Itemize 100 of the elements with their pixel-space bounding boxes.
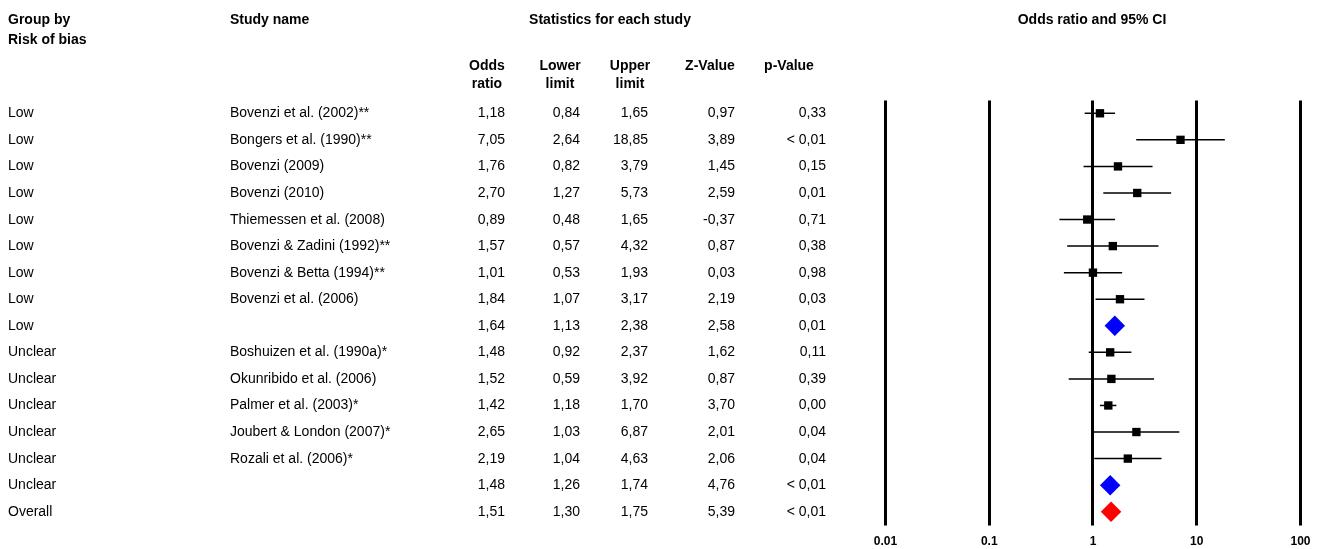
text: 2,19: [477, 449, 506, 466]
text: 2,06: [707, 449, 736, 466]
point: [1100, 501, 1122, 522]
text: 1,30: [552, 502, 581, 519]
text: 1,74: [620, 476, 649, 493]
category-label: Group by: [8, 11, 71, 27]
text: 0,00: [798, 396, 827, 413]
text: 1,70: [620, 396, 649, 413]
x-tick-label: 1: [1089, 533, 1097, 548]
text: Unclear: [8, 423, 57, 440]
category-label: Bovenzi & Betta (1994)**: [230, 263, 385, 280]
text: 1,26: [552, 476, 581, 493]
text: 1,62: [707, 343, 736, 360]
text: 3,89: [707, 130, 736, 147]
text: 1,76: [477, 157, 506, 174]
text: 1,57: [477, 237, 506, 254]
text: 0,84: [552, 104, 581, 121]
text: < 0,01: [786, 476, 827, 493]
text: 0,11: [799, 343, 827, 360]
text: 2,37: [620, 343, 649, 360]
text: 1,18: [552, 396, 581, 413]
text: 5,39: [707, 502, 736, 519]
category-label: Z-Value: [685, 57, 736, 73]
point: [1113, 162, 1123, 171]
text: Low: [8, 104, 35, 121]
text: 0,98: [798, 263, 827, 280]
category-label: Palmer et al. (2003)*: [230, 396, 359, 413]
point: [1115, 295, 1125, 304]
text: 2,65: [477, 423, 506, 440]
text: 0,82: [552, 157, 581, 174]
category-label: Upper limit: [609, 57, 651, 91]
text: 0,48: [552, 210, 581, 227]
text: 4,63: [620, 449, 649, 466]
category-label: Bovenzi et al. (2006): [230, 290, 359, 307]
category-label: Bongers et al. (1990)**: [230, 130, 372, 147]
point: [1104, 315, 1126, 337]
text: 3,17: [620, 290, 649, 307]
text: -0,37: [703, 210, 736, 227]
chart-title: Odds ratio and 95% CI: [1017, 11, 1167, 27]
text: 1,48: [477, 343, 506, 360]
x-tick-label: 0.1: [980, 533, 998, 548]
text: 0,04: [798, 449, 827, 466]
text: 1,13: [552, 316, 581, 333]
category-label: Rozali et al. (2006)*: [230, 449, 353, 466]
category-label: Bovenzi (2009): [230, 157, 325, 174]
text: 1,45: [707, 157, 736, 174]
text: Low: [8, 290, 35, 307]
point: [1095, 109, 1105, 118]
text: Unclear: [8, 369, 57, 386]
text: Low: [8, 130, 35, 147]
text: Low: [8, 263, 35, 280]
text: 0,57: [552, 237, 581, 254]
text: 3,79: [620, 157, 649, 174]
text: 1,07: [552, 290, 581, 307]
text: 1,18: [477, 104, 506, 121]
category-label: Lower limit: [539, 57, 582, 91]
text: 0,03: [798, 290, 827, 307]
category-label: Joubert & London (2007)*: [230, 423, 391, 440]
text: 0,39: [798, 369, 827, 386]
text: Unclear: [8, 343, 57, 360]
text: 2,01: [707, 423, 736, 440]
text: Unclear: [8, 476, 57, 493]
text: < 0,01: [786, 502, 827, 519]
x-tick-label: 10: [1190, 533, 1204, 548]
text: 0,33: [798, 104, 827, 121]
x-tick-label: 100: [1290, 533, 1311, 548]
text: 1,04: [552, 449, 581, 466]
text: 3,70: [707, 396, 736, 413]
text: Risk of bias: [8, 31, 87, 47]
text: Unclear: [8, 449, 57, 466]
category-label: Okunribido et al. (2006): [230, 369, 377, 386]
category-label: Bovenzi (2010): [230, 183, 325, 200]
text: 1,48: [477, 476, 506, 493]
text: 0,87: [707, 369, 736, 386]
point: [1099, 474, 1121, 496]
text: < 0,01: [786, 130, 827, 147]
text: 0,89: [477, 210, 506, 227]
text: 2,38: [620, 316, 649, 333]
text: 0,01: [798, 316, 827, 333]
text: Low: [8, 183, 35, 200]
text: 0,38: [798, 237, 827, 254]
text: 1,01: [477, 263, 506, 280]
text: 1,52: [477, 369, 506, 386]
text: 2,70: [477, 183, 506, 200]
category-label: Odds ratio: [469, 57, 506, 91]
text: 1,84: [477, 290, 506, 307]
text: 0,92: [552, 343, 581, 360]
text: 1,03: [552, 423, 581, 440]
text: Low: [8, 316, 35, 333]
category-label: Thiemessen et al. (2008): [230, 210, 385, 227]
point: [1107, 374, 1116, 384]
text: 0,97: [707, 104, 736, 121]
text: 2,59: [707, 183, 736, 200]
text: Overall: [8, 502, 53, 519]
text: 4,76: [707, 476, 736, 493]
text: 0,87: [707, 237, 736, 254]
category-label: Bovenzi & Zadini (1992)**: [230, 237, 391, 254]
text: 7,05: [477, 130, 506, 147]
text: 6,87: [620, 423, 649, 440]
text: 0,71: [798, 210, 827, 227]
